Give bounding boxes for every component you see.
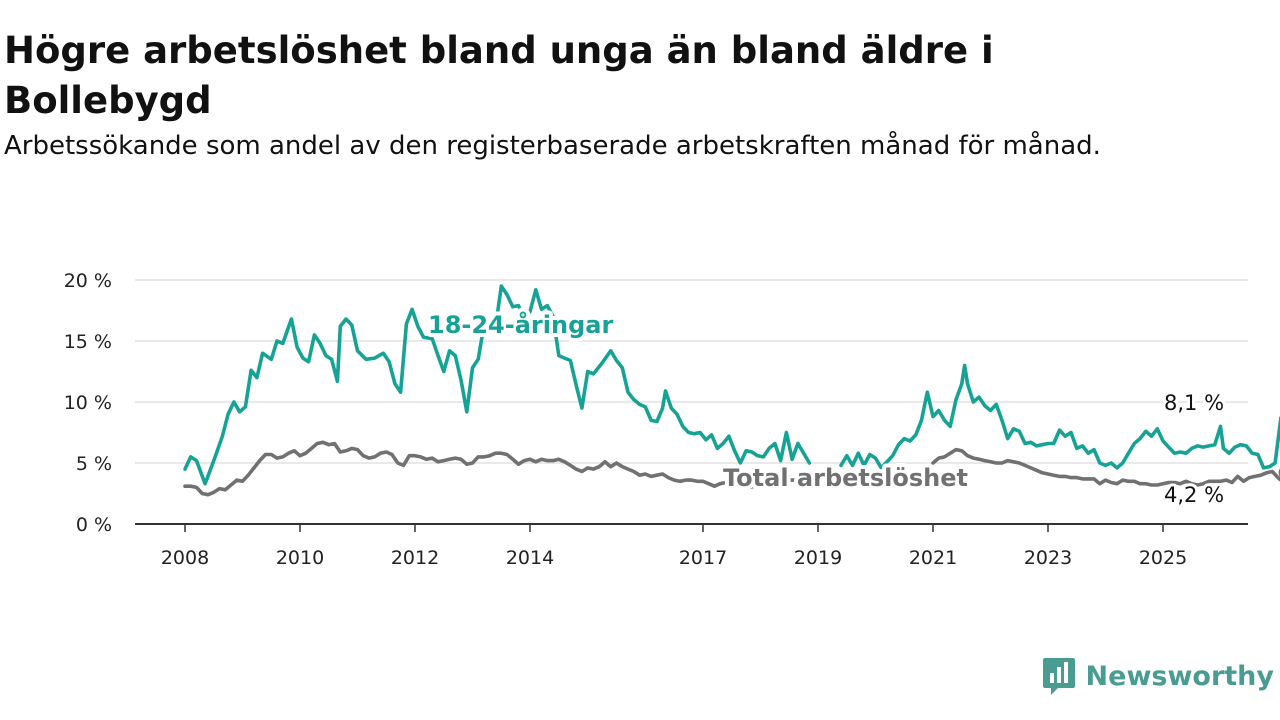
x-tick-label: 2023 (1024, 547, 1072, 569)
y-tick-label: 10 % (64, 392, 112, 414)
y-tick-label: 0 % (76, 514, 112, 536)
series-line-total (183, 440, 1280, 497)
y-tick-label: 15 % (64, 331, 112, 353)
x-tick-label: 2012 (391, 547, 439, 569)
x-tick-label: 2017 (679, 547, 727, 569)
series-layer (183, 284, 1280, 497)
x-tick-label: 2010 (276, 547, 324, 569)
series-label-18-24: 18-24-åringar (428, 310, 613, 339)
x-tick-label: 2025 (1139, 547, 1187, 569)
brand-name: Newsworthy (1085, 660, 1274, 692)
x-tick-label: 2021 (909, 547, 957, 569)
x-tick-label: 2019 (794, 547, 842, 569)
chart-subtitle: Arbetssökande som andel av den registerb… (4, 131, 1101, 161)
bar-chart-icon (1042, 658, 1075, 695)
chart-title: Högre arbetslöshet bland unga än bland ä… (4, 29, 994, 122)
grid-layer (135, 279, 1248, 464)
line-chart: 0 % 5 % 10 % 15 % 20 % 2008 2010 2012 2014 2017 20… (64, 270, 1280, 569)
axis-layer: 0 % 5 % 10 % 15 % 20 % 2008 2010 2012 2014 2017 20… (64, 270, 1248, 569)
label-layer: 18-24-åringar Total arbetslöshet 8,1 % 4,2 … (424, 306, 1227, 510)
end-label-18-24: 8,1 % (1164, 391, 1224, 415)
series-label-total: Total arbetslöshet (723, 464, 968, 492)
end-label-total: 4,2 % (1164, 483, 1224, 507)
y-tick-label: 5 % (76, 453, 112, 475)
y-tick-label: 20 % (64, 270, 112, 292)
x-tick-label: 2014 (506, 547, 554, 569)
series-line-18-24 (183, 284, 1280, 486)
newsworthy-logo: Newsworthy (1042, 654, 1274, 698)
x-tick-label: 2008 (161, 547, 209, 569)
